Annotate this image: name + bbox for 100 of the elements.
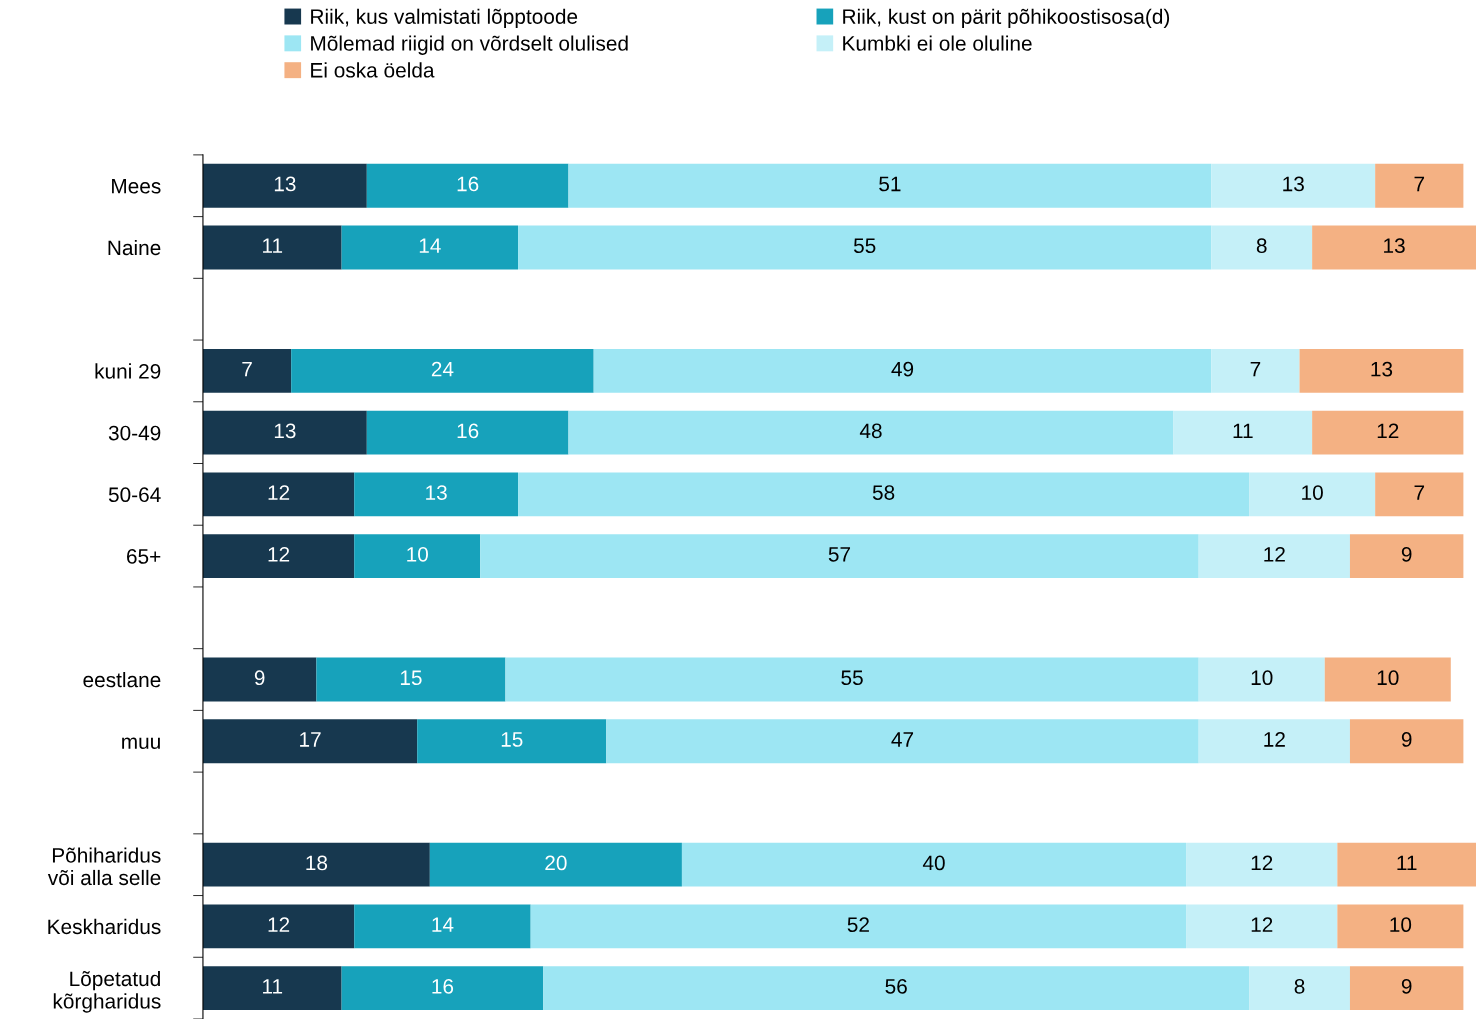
- bar: [606, 719, 1199, 764]
- data-label: 51: [879, 176, 901, 192]
- data-label: 12: [1264, 732, 1285, 747]
- legend-label: Ei oska öelda: [311, 62, 435, 78]
- data-label: 16: [457, 423, 479, 439]
- data-label: 7: [1250, 361, 1261, 377]
- y-tick-label: Naine: [108, 239, 161, 256]
- data-label: 11: [1233, 423, 1253, 439]
- data-label: 55: [841, 670, 863, 686]
- y-tick-label: 30-49: [108, 425, 161, 441]
- data-label: 11: [1397, 855, 1417, 871]
- data-label: 10: [1251, 670, 1273, 686]
- bar: [1349, 966, 1464, 1011]
- y-tick-label: kuni 29: [95, 363, 161, 379]
- data-label: 13: [1384, 238, 1405, 254]
- bar: [202, 410, 367, 455]
- legend-label: Mõlemad riigid on võrdselt olulised: [311, 35, 628, 55]
- bar: [505, 657, 1199, 702]
- data-label: 16: [457, 176, 479, 192]
- bar: [543, 966, 1250, 1011]
- data-label: 48: [859, 423, 882, 439]
- data-label: 13: [1283, 176, 1304, 192]
- bar: [1173, 410, 1313, 455]
- data-label: 47: [891, 732, 914, 747]
- data-label: 15: [501, 732, 523, 747]
- bar: [1198, 657, 1325, 702]
- data-label: 7: [1414, 176, 1425, 192]
- data-label: 8: [1256, 238, 1267, 254]
- data-label: 7: [1414, 485, 1425, 500]
- bar: [1337, 904, 1464, 949]
- data-label: 16: [432, 978, 454, 994]
- data-label: 17: [300, 732, 321, 747]
- data-label: 11: [263, 979, 283, 994]
- bar: [341, 225, 519, 270]
- bar: [291, 349, 594, 393]
- data-label: 13: [274, 423, 296, 439]
- bar: [429, 842, 682, 887]
- data-label: 49: [891, 361, 914, 377]
- bar: [202, 472, 355, 517]
- data-label: 52: [847, 917, 869, 933]
- bar: [202, 719, 418, 764]
- data-label: 12: [1251, 917, 1273, 932]
- bar: [530, 904, 1187, 949]
- bar: [202, 349, 292, 393]
- bar: [1186, 842, 1338, 887]
- data-label: 9: [1401, 546, 1412, 562]
- bar: [1375, 472, 1464, 517]
- data-label: 13: [274, 176, 296, 192]
- data-label: 55: [853, 238, 876, 254]
- bar: [366, 163, 569, 208]
- y-tick-label: muu: [122, 737, 160, 749]
- legend-label: Kumbki ei ole oluline: [843, 35, 1032, 51]
- bar: [1211, 225, 1313, 270]
- bar: [1337, 842, 1476, 887]
- bar: [1186, 904, 1338, 949]
- data-label: 12: [1377, 423, 1399, 439]
- data-label: 18: [306, 855, 328, 871]
- bar: [1349, 719, 1464, 764]
- bar: [202, 966, 342, 1011]
- bar: [202, 163, 367, 208]
- data-label: 20: [545, 855, 567, 871]
- y-tick-label: 50-64: [108, 487, 161, 503]
- bar: [593, 349, 1212, 393]
- data-label: 12: [1251, 855, 1273, 871]
- bar: [1198, 719, 1350, 764]
- y-tick-label: 65+: [127, 549, 161, 564]
- data-label: 11: [263, 238, 283, 253]
- y-tick-label: Põhiharidus või alla selle: [47, 847, 161, 886]
- data-label: 58: [872, 485, 895, 500]
- data-label: 10: [1390, 917, 1412, 933]
- bar: [202, 534, 355, 578]
- bar: [1375, 163, 1464, 208]
- y-tick-label: Keskharidus: [48, 918, 161, 935]
- bar: [1198, 534, 1350, 578]
- data-label: 10: [1377, 670, 1399, 686]
- bar: [518, 225, 1212, 270]
- data-label: 9: [254, 670, 265, 686]
- bar: [568, 410, 1174, 455]
- y-tick-label: eestlane: [83, 671, 161, 688]
- data-label: 7: [242, 361, 252, 377]
- data-label: 40: [922, 855, 945, 871]
- data-label: 9: [1401, 978, 1412, 994]
- bar: [316, 657, 506, 702]
- data-label: 14: [419, 238, 441, 253]
- bar: [1211, 163, 1376, 208]
- bar: [202, 842, 430, 887]
- bar: [518, 472, 1250, 517]
- bar: [341, 966, 544, 1011]
- data-label: 9: [1401, 732, 1412, 747]
- data-label: 10: [407, 546, 428, 562]
- data-label: 14: [432, 917, 454, 932]
- bar: [1211, 349, 1300, 393]
- data-label: 8: [1294, 978, 1305, 994]
- bar: [1312, 410, 1464, 455]
- data-label: 12: [268, 546, 290, 562]
- y-tick-label: Mees: [112, 178, 161, 194]
- data-label: 13: [1371, 361, 1393, 377]
- data-label: 12: [268, 917, 290, 932]
- y-tick-label: Lõpetatud kõrgharidus: [53, 970, 161, 1013]
- legend-label: Riik, kust on pärit põhikoostisosa(d): [843, 8, 1170, 29]
